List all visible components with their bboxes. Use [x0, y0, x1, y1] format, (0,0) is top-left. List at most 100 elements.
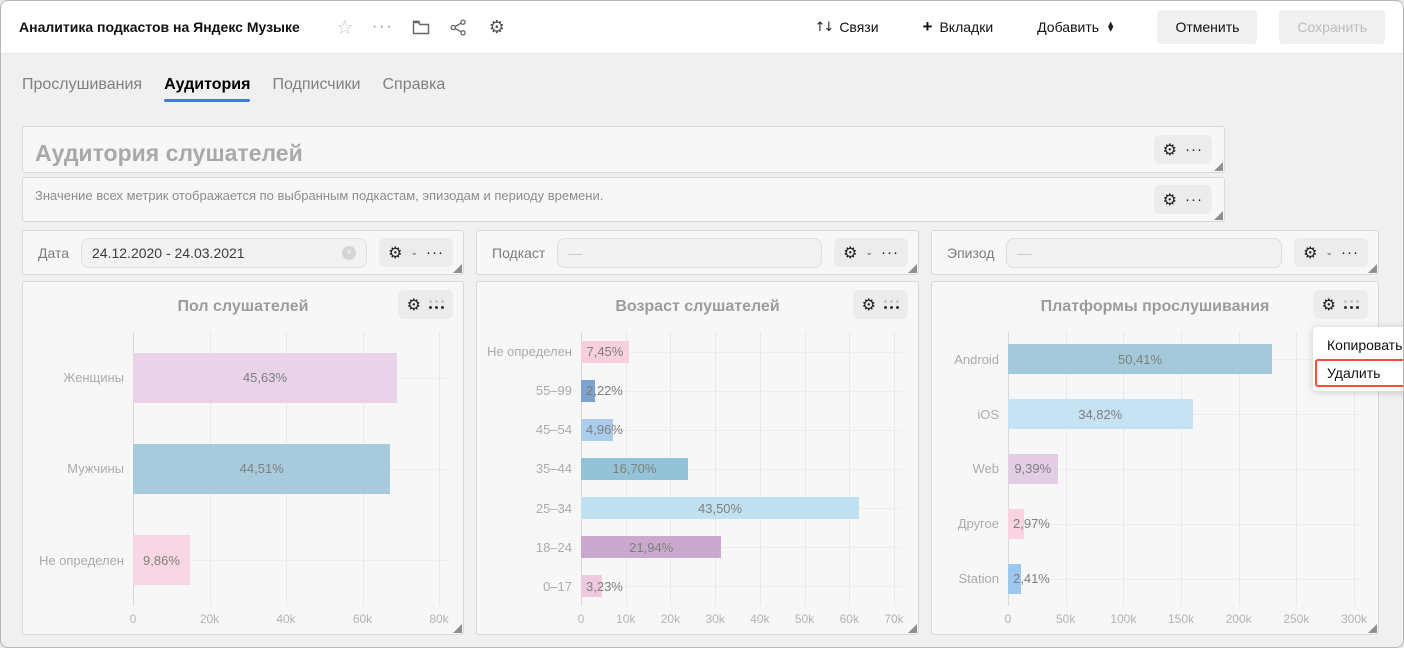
plot-area: 45,63% 44,51% 9,86% [133, 332, 447, 606]
category-label: Android [954, 351, 999, 367]
share-icon-svg [450, 18, 467, 36]
bar-row: 50,41% [1008, 332, 1362, 387]
links-button-label: Связи [839, 19, 879, 35]
dot-row [1344, 306, 1359, 309]
context-menu-item-copy[interactable]: Копировать [1327, 337, 1403, 353]
chart-header: Возраст слушателей ⚙ [487, 290, 908, 324]
dot-row [884, 306, 899, 309]
more-icon[interactable] [884, 300, 899, 309]
axis-tick-label: 100k [1110, 612, 1137, 626]
filter-date: Дата 24.12.2020 - 24.03.2021 × ⚙ ⌄ ··· [22, 230, 464, 275]
gear-icon[interactable]: ⚙ [406, 295, 421, 314]
dot-row [1344, 300, 1359, 303]
chevron-down-icon: ⌄ [1325, 247, 1333, 258]
date-range-input[interactable]: 24.12.2020 - 24.03.2021 × [81, 237, 368, 268]
save-button[interactable]: Сохранить [1279, 10, 1385, 44]
resize-handle-icon[interactable] [1214, 211, 1223, 220]
description-widget-actions[interactable]: ⚙ ··· [1153, 185, 1212, 214]
bar-value-label: 2,97% [1013, 516, 1050, 532]
plot-area: 50,41% 34,82% 9,39% 2,97% 2,41% [1008, 332, 1362, 606]
gear-icon[interactable]: ⚙ [1162, 190, 1177, 209]
description-text: Значение всех метрик отображается по выб… [35, 188, 604, 203]
axis-tick-label: 30k [705, 612, 725, 626]
chart-plot: Не определен 55–99 45–54 35–44 25–34 18–24 0–1… [487, 324, 908, 606]
resize-handle-icon[interactable] [1214, 162, 1223, 171]
bar-25-34: 43,50% [581, 497, 860, 520]
resize-handle-icon[interactable] [1368, 624, 1377, 633]
gear-icon[interactable]: ⚙ [1303, 243, 1318, 262]
gear-icon[interactable]: ⚙ [1321, 295, 1336, 314]
settings-gear-icon[interactable]: ⚙ [488, 16, 505, 38]
bar-value-label: 7,45% [586, 344, 624, 360]
chart-actions[interactable]: ⚙ [852, 290, 908, 319]
share-icon[interactable] [440, 12, 478, 42]
gear-icon[interactable]: ⚙ [388, 243, 403, 262]
axis-tick-label: 0 [129, 612, 137, 626]
cancel-button[interactable]: Отменить [1157, 10, 1258, 44]
filter-podcast: Подкаст — ⚙ ⌄ ··· [476, 230, 919, 275]
resize-handle-icon[interactable] [1368, 264, 1377, 273]
bar-rows: 50,41% 34,82% 9,39% 2,97% 2,41% [1008, 332, 1362, 606]
tab-help[interactable]: Справка [382, 76, 446, 93]
resize-handle-icon[interactable] [908, 624, 917, 633]
charts-row: Пол слушателей ⚙ Женщины Мужчины Не определе… [22, 281, 1379, 635]
episode-filter-actions[interactable]: ⚙ ⌄ ··· [1294, 238, 1368, 267]
up-down-arrows-icon: ↑↓ [814, 19, 835, 35]
clear-icon[interactable]: × [342, 245, 357, 260]
dot [890, 300, 893, 303]
more-icon[interactable]: ··· [881, 244, 899, 261]
more-icon[interactable]: ··· [1185, 191, 1203, 208]
resize-handle-icon[interactable] [908, 264, 917, 273]
title-widget-actions[interactable]: ⚙ ··· [1153, 135, 1212, 164]
gear-icon[interactable]: ⚙ [843, 243, 858, 262]
dot-row [429, 306, 444, 309]
tab-subscribers[interactable]: Подписчики [272, 76, 361, 93]
chart-actions[interactable]: ⚙ [1312, 290, 1368, 319]
row-gridline [133, 560, 447, 562]
resize-handle-icon[interactable] [453, 264, 462, 273]
resize-handle-icon[interactable] [453, 624, 462, 633]
chart-header: Пол слушателей ⚙ [33, 290, 453, 324]
more-icon[interactable] [1344, 300, 1359, 309]
chart-title: Возраст слушателей [615, 298, 780, 315]
bar-value-label: 43,50% [698, 500, 743, 516]
tab-audience[interactable]: Аудитория [164, 76, 251, 102]
bar-rows: 45,63% 44,51% 9,86% [133, 332, 447, 606]
dot [1350, 306, 1353, 309]
more-icon[interactable]: ··· [1341, 244, 1359, 261]
dashboard-tabs: Прослушивания Аудитория Подписчики Справ… [22, 76, 1377, 102]
podcast-select[interactable]: — [557, 237, 823, 268]
more-icon[interactable] [429, 300, 444, 309]
date-range-value: 24.12.2020 - 24.03.2021 [92, 244, 245, 261]
podcast-filter-actions[interactable]: ⚙ ⌄ ··· [834, 238, 908, 267]
bar-row: 44,51% [133, 423, 447, 514]
row-gridline [1008, 578, 1362, 580]
more-icon[interactable]: ··· [1185, 141, 1203, 158]
context-menu-item-delete-highlighted[interactable]: Удалить [1315, 359, 1403, 387]
bar-ios: 34,82% [1008, 399, 1193, 430]
date-filter-actions[interactable]: ⚙ ⌄ ··· [379, 238, 453, 267]
axis-tick-label: 250k [1283, 612, 1310, 626]
links-button[interactable]: ↑↓ Связи [815, 19, 879, 35]
episode-select[interactable]: — [1006, 237, 1283, 268]
bar-row: 4,96% [581, 410, 902, 449]
add-tabs-button[interactable]: + Вкладки [923, 17, 994, 37]
tab-listens[interactable]: Прослушивания [22, 76, 143, 93]
favorite-star-icon[interactable]: ☆ [335, 15, 354, 39]
plus-icon: + [922, 17, 933, 36]
add-widget-dropdown[interactable]: Добавить ▲ ▼ [1037, 19, 1113, 35]
folder-icon[interactable] [402, 12, 440, 42]
bar-value-label: 16,70% [612, 461, 657, 477]
more-actions-icon[interactable]: ··· [371, 18, 394, 35]
filters-row: Дата 24.12.2020 - 24.03.2021 × ⚙ ⌄ ··· П… [22, 230, 1379, 275]
bar-web: 9,39% [1008, 453, 1058, 484]
gear-icon[interactable]: ⚙ [861, 295, 876, 314]
chart-title: Пол слушателей [177, 298, 309, 315]
axis-tick-label: 60k [839, 612, 859, 626]
gear-icon[interactable]: ⚙ [1162, 140, 1177, 159]
bar-row: 16,70% [581, 449, 902, 488]
chart-actions[interactable]: ⚙ [397, 290, 453, 319]
more-icon[interactable]: ··· [426, 244, 444, 261]
row-gridline [1008, 468, 1362, 470]
bar-row: 2,22% [581, 371, 902, 410]
